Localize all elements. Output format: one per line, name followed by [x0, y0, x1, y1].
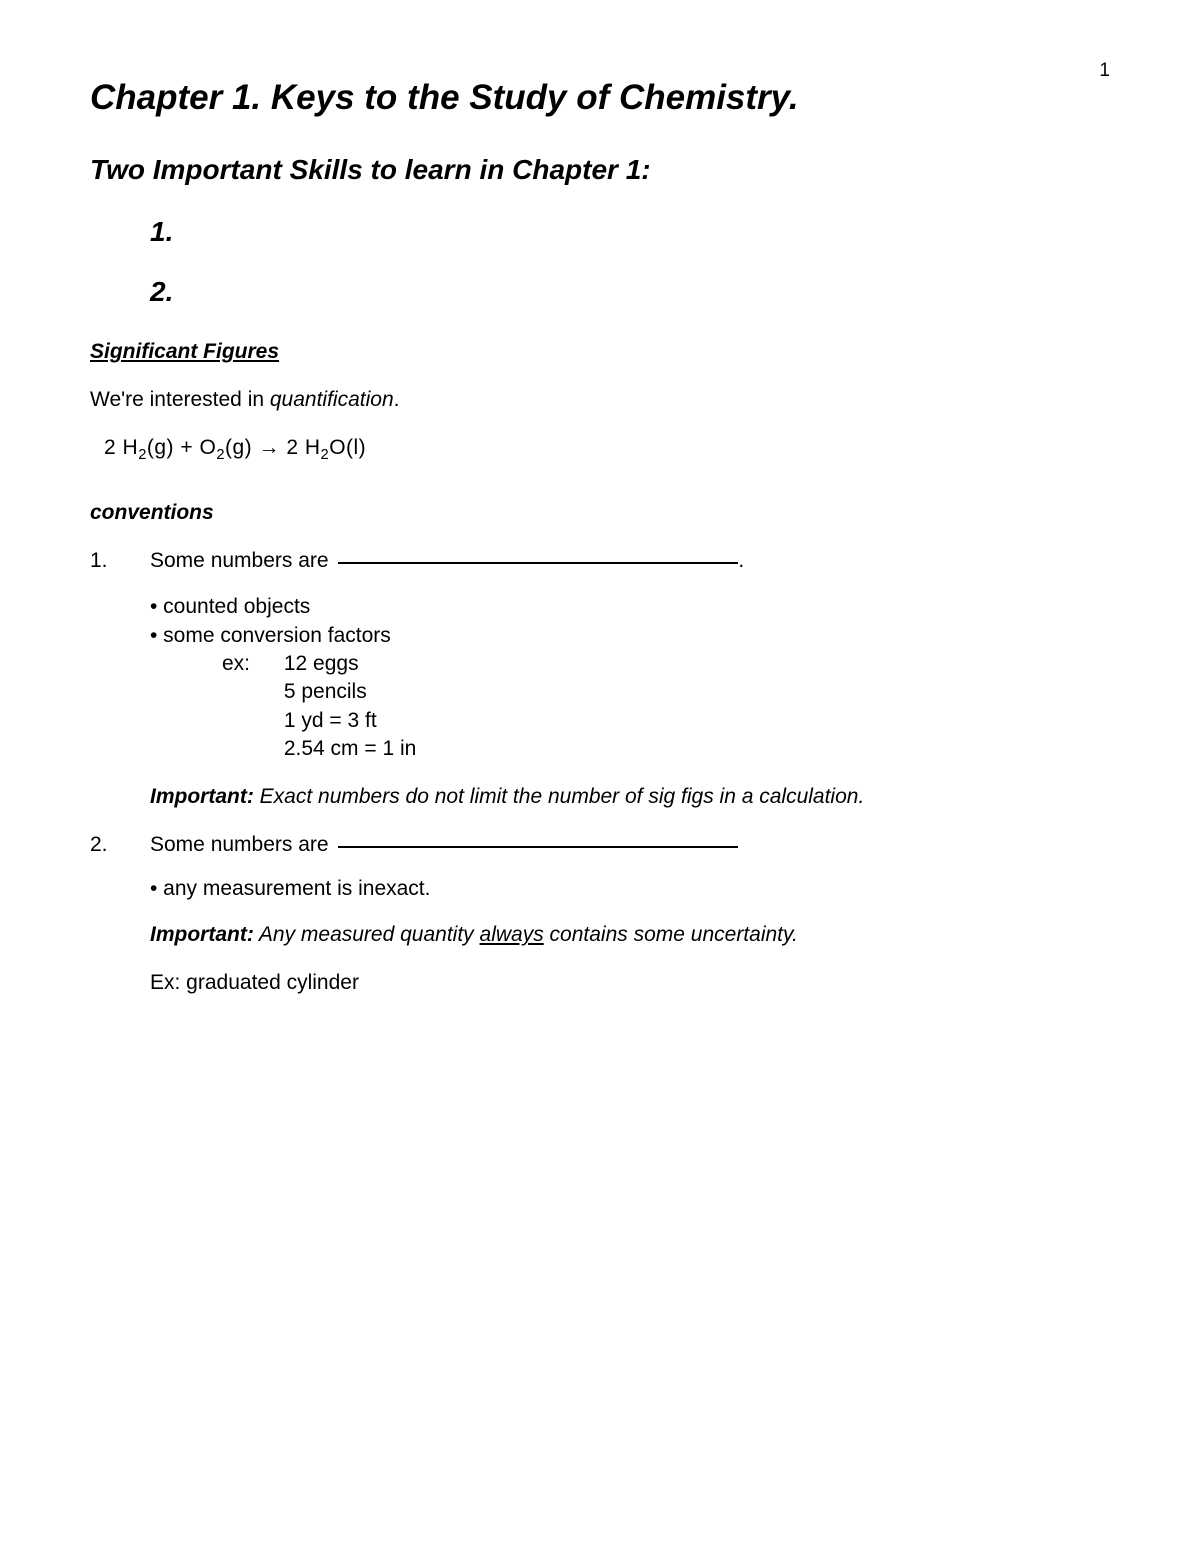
eq-lhs2-sub: 2 [216, 447, 225, 463]
ex-items: 12 eggs 5 pencils 1 yd = 3 ft 2.54 cm = … [284, 650, 417, 763]
important-1-text: Exact numbers do not limit the number of… [254, 785, 864, 808]
ex-item-1: 12 eggs [284, 650, 417, 678]
eq-lhs1-sub: 2 [138, 447, 147, 463]
skill-2: 2. [150, 276, 1110, 308]
chemical-equation: 2 H2(g) + O2(g) → 2 H2O(l) [104, 436, 1110, 463]
convention-1-prefix: Some numbers are [150, 549, 334, 572]
document-page: 1 Chapter 1. Keys to the Study of Chemis… [0, 0, 1200, 1553]
intro-italic: quantification [270, 388, 394, 411]
convention-1-number: 1. [90, 549, 150, 573]
convention-2-text: Some numbers are [150, 833, 1110, 857]
important-1: Important: Exact numbers do not limit th… [150, 785, 1110, 809]
eq-rhs-coef: 2 H [286, 436, 320, 459]
important-2-pre: Any measured quantity [254, 923, 480, 946]
eq-rhs-tail: O(l) [329, 436, 366, 459]
ex-item-3: 1 yd = 3 ft [284, 707, 417, 735]
convention-1-text: Some numbers are . [150, 549, 1110, 573]
convention-1-details: • counted objects • some conversion fact… [150, 593, 1110, 763]
chapter-title: Chapter 1. Keys to the Study of Chemistr… [90, 78, 1110, 118]
examples-block: ex: 12 eggs 5 pencils 1 yd = 3 ft 2.54 c… [222, 650, 1110, 763]
eq-lhs2: O [199, 436, 216, 459]
important-2: Important: Any measured quantity always … [150, 923, 1110, 947]
important-2-lead: Important: [150, 923, 254, 946]
convention-2: 2. Some numbers are [90, 833, 1110, 857]
skill-1: 1. [150, 216, 1110, 248]
convention-1: 1. Some numbers are . [90, 549, 1110, 573]
ex-item-4: 2.54 cm = 1 in [284, 735, 417, 763]
eq-lhs1-state: (g) [147, 436, 174, 459]
convention-2-number: 2. [90, 833, 150, 857]
eq-lhs1: 2 H [104, 436, 138, 459]
convention-1-period: . [738, 549, 744, 572]
important-1-lead: Important: [150, 785, 254, 808]
convention-1-blank [338, 562, 738, 564]
ex-item-2: 5 pencils [284, 678, 417, 706]
ex-graduated-cylinder: Ex: graduated cylinder [150, 971, 1110, 995]
eq-rhs-sub: 2 [321, 447, 330, 463]
page-number: 1 [1099, 60, 1110, 82]
eq-plus: + [174, 436, 199, 459]
bullet-counted-objects: • counted objects [150, 593, 1110, 621]
bullet-conversion-factors: • some conversion factors [150, 622, 1110, 650]
ex-label: ex: [222, 650, 278, 678]
skills-subtitle: Two Important Skills to learn in Chapter… [90, 154, 1110, 186]
bullet-measurement-inexact: • any measurement is inexact. [150, 877, 1110, 901]
convention-2-prefix: Some numbers are [150, 833, 334, 856]
intro-text: We're interested in quantification. [90, 388, 1110, 412]
eq-arrow: → [252, 436, 286, 459]
conventions-heading: conventions [90, 501, 1110, 525]
intro-suffix: . [394, 388, 400, 411]
intro-prefix: We're interested in [90, 388, 270, 411]
important-2-post: contains some uncertainty. [544, 923, 798, 946]
important-2-underline: always [480, 923, 544, 946]
convention-2-blank [338, 846, 738, 848]
section-heading-sigfigs: Significant Figures [90, 340, 1110, 364]
eq-lhs2-state: (g) [225, 436, 252, 459]
